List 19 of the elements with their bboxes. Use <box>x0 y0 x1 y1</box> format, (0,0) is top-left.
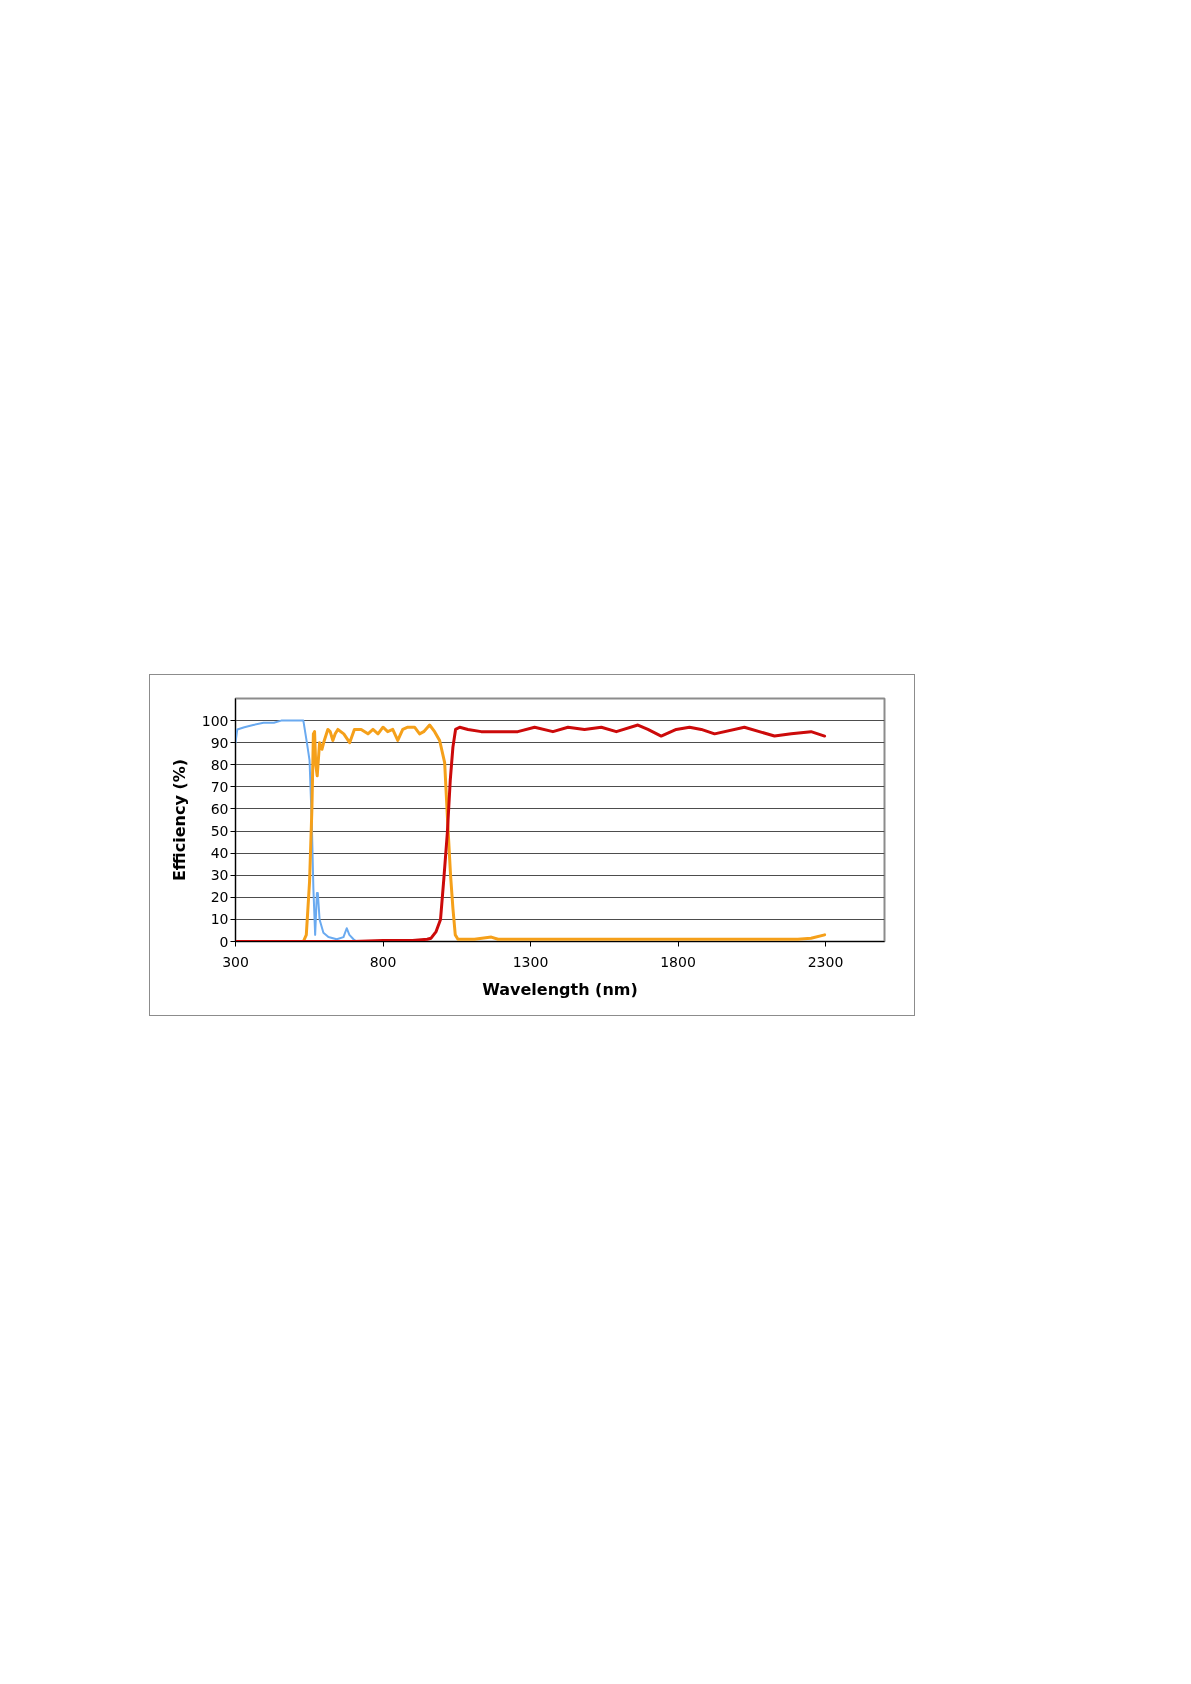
line-series <box>235 719 358 942</box>
x-axis-title: Wavelength (nm) <box>482 979 638 999</box>
y-tick-label: 30 <box>210 867 229 884</box>
y-tick-label: 70 <box>210 778 229 795</box>
y-tick-label: 0 <box>219 933 229 950</box>
y-tick-label: 20 <box>210 889 229 906</box>
y-tick-label: 10 <box>210 911 229 928</box>
x-tick-label: 2300 <box>807 953 844 970</box>
x-tick-label: 300 <box>222 953 249 970</box>
x-tick-label: 800 <box>369 953 397 970</box>
y-tick-label: 40 <box>210 845 229 862</box>
y-tick-label: 80 <box>210 756 229 773</box>
y-axis-title: Efficiency (%) <box>169 758 189 882</box>
y-tick-label: 90 <box>210 734 229 751</box>
y-tick-label: 50 <box>210 823 229 840</box>
x-tick-label: 1300 <box>512 953 549 970</box>
y-tick-label: 100 <box>201 712 229 729</box>
y-tick-label: 60 <box>210 800 229 817</box>
x-tick-label: 1800 <box>660 953 696 970</box>
